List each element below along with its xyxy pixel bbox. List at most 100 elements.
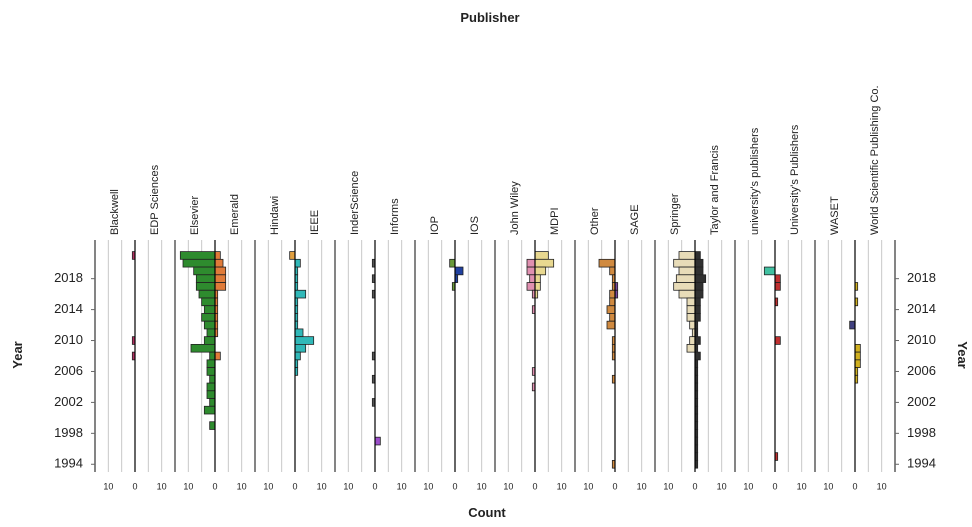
- x-tick-label: 10: [583, 481, 593, 491]
- bar: [206, 328, 216, 338]
- bar: [678, 266, 696, 276]
- bar: [694, 313, 701, 322]
- bar: [190, 343, 216, 353]
- bar: [694, 351, 701, 361]
- publisher-label: MDPI: [549, 208, 561, 236]
- publisher-label: IOP: [429, 216, 441, 235]
- x-tick-label: 0: [692, 481, 697, 491]
- x-axis-title: Count: [468, 505, 506, 520]
- bar: [526, 266, 536, 276]
- bar: [214, 258, 224, 268]
- x-tick-label: 0: [852, 481, 857, 491]
- bar: [209, 351, 216, 361]
- x-tick-label: 10: [557, 481, 567, 491]
- bar: [694, 297, 701, 307]
- y-tick-label: 1998: [54, 425, 83, 440]
- y2-tick-label: 2010: [907, 332, 936, 347]
- y2-tick-label: 2018: [907, 270, 936, 285]
- bar: [198, 289, 216, 299]
- bar: [294, 351, 301, 361]
- bar: [686, 343, 696, 353]
- publisher-label: InderScience: [349, 171, 361, 235]
- bar: [686, 297, 696, 307]
- bar: [201, 313, 216, 322]
- publisher-label: university's publishers: [749, 127, 761, 235]
- bar: [534, 274, 541, 283]
- x-tick-label: 0: [212, 481, 217, 491]
- bar: [214, 274, 227, 283]
- x-tick-label: 10: [317, 481, 327, 491]
- x-tick-label: 0: [372, 481, 377, 491]
- bar: [606, 305, 616, 314]
- bar: [454, 266, 464, 276]
- x-tick-label: 0: [132, 481, 137, 491]
- y2-axis-title: Year: [955, 341, 970, 368]
- bar: [294, 328, 304, 338]
- bar: [203, 405, 216, 415]
- y-tick-label: 2014: [54, 301, 83, 316]
- x-tick-label: 10: [743, 481, 753, 491]
- bar: [526, 258, 536, 268]
- bar: [609, 313, 616, 322]
- x-tick-label: 0: [612, 481, 617, 491]
- x-tick-label: 10: [477, 481, 487, 491]
- bar: [203, 305, 216, 314]
- x-tick-label: 0: [532, 481, 537, 491]
- bar: [529, 274, 536, 283]
- y2-tick-label: 2014: [907, 301, 936, 316]
- bar: [609, 289, 616, 299]
- bar: [374, 436, 381, 446]
- bar: [774, 274, 781, 283]
- bar: [182, 258, 216, 268]
- bar: [195, 274, 216, 283]
- bar: [203, 320, 216, 330]
- bar: [214, 282, 227, 291]
- x-tick-label: 10: [823, 481, 833, 491]
- bar: [214, 251, 221, 260]
- publisher-label: John Wiley: [509, 181, 521, 235]
- publisher-label: Springer: [669, 193, 681, 235]
- x-tick-label: 10: [637, 481, 647, 491]
- y-tick-label: 2018: [54, 270, 83, 285]
- y2-tick-label: 1994: [907, 456, 936, 471]
- bar: [774, 282, 781, 291]
- bar: [694, 336, 701, 345]
- bar: [179, 251, 216, 260]
- publisher-label: IEEE: [309, 210, 321, 235]
- bar: [214, 351, 221, 361]
- bar: [854, 359, 861, 369]
- bar: [526, 282, 536, 291]
- bar: [673, 258, 696, 268]
- publisher-label: Hindawi: [269, 196, 281, 235]
- bar: [694, 258, 704, 268]
- x-tick-label: 10: [397, 481, 407, 491]
- x-tick-label: 10: [717, 481, 727, 491]
- y2-tick-label: 1998: [907, 425, 936, 440]
- bar: [686, 305, 696, 314]
- bar: [193, 266, 216, 276]
- bar: [294, 336, 315, 345]
- bar: [203, 336, 216, 345]
- publisher-label: SAGE: [629, 204, 641, 235]
- x-tick-label: 10: [183, 481, 193, 491]
- bar: [534, 282, 541, 291]
- bar: [534, 258, 555, 268]
- y-tick-label: 2006: [54, 363, 83, 378]
- bar: [294, 258, 301, 268]
- bar: [294, 289, 307, 299]
- bar: [209, 398, 216, 407]
- y2-tick-label: 2006: [907, 363, 936, 378]
- publisher-label: WASET: [829, 196, 841, 235]
- bar: [195, 282, 216, 291]
- chart-title: Publisher: [460, 10, 519, 25]
- publisher-label: Elsevier: [189, 196, 201, 235]
- bar: [206, 359, 216, 369]
- bar: [449, 258, 456, 268]
- publisher-label: EDP Sciences: [149, 164, 161, 235]
- bar: [534, 251, 549, 260]
- bar: [694, 251, 701, 260]
- y-tick-label: 2002: [54, 394, 83, 409]
- x-tick-label: 0: [772, 481, 777, 491]
- bar: [206, 390, 216, 399]
- bar: [606, 320, 616, 330]
